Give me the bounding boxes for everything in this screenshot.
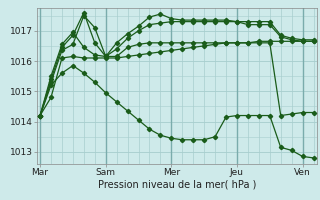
X-axis label: Pression niveau de la mer( hPa ): Pression niveau de la mer( hPa ) [98,180,256,190]
